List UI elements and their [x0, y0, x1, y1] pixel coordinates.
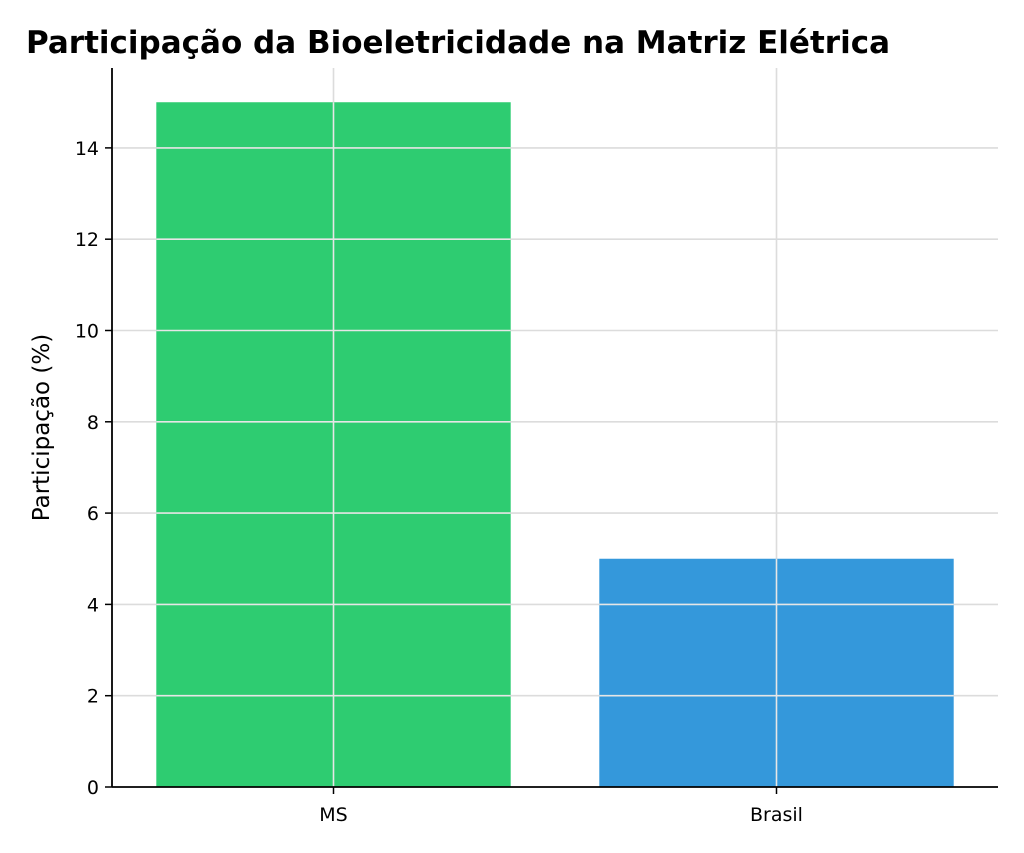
x-tick-label: Brasil — [750, 804, 803, 826]
y-tick-label: 6 — [87, 503, 99, 525]
y-tick-label: 8 — [87, 412, 99, 434]
y-tick-label: 4 — [87, 594, 99, 616]
gridlines-front — [156, 102, 954, 787]
y-tick-label: 10 — [75, 320, 99, 342]
axes-group — [111, 68, 998, 788]
y-tick-label: 0 — [87, 777, 99, 799]
x-tick-label: MS — [319, 804, 347, 826]
y-tick-label: 14 — [75, 138, 99, 160]
y-tick-label: 2 — [87, 686, 99, 708]
chart-title: Participação da Bioeletricidade na Matri… — [26, 25, 890, 61]
y-tick-label: 12 — [75, 229, 99, 251]
x-ticks-group: MS Brasil — [319, 787, 803, 826]
bars-group — [156, 102, 954, 787]
y-axis-label: Participação (%) — [29, 334, 55, 521]
y-ticks-group: 0 2 4 6 8 10 12 14 — [75, 138, 112, 799]
